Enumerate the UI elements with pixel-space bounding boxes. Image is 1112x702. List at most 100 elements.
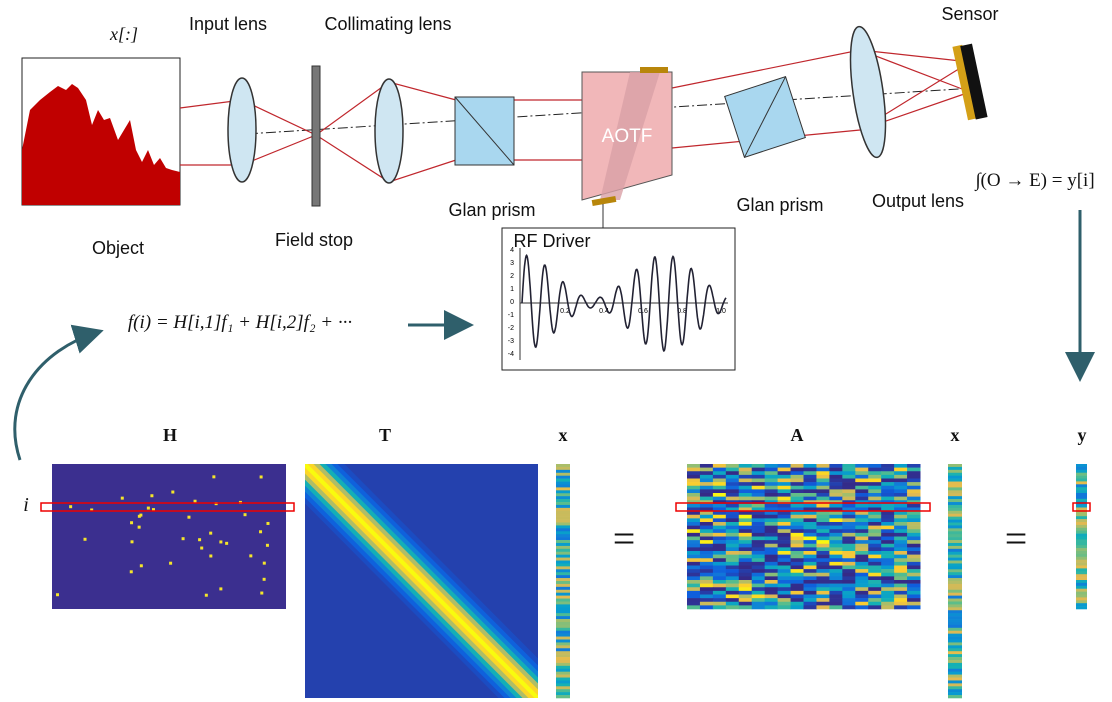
matrix-a-cell	[687, 558, 700, 562]
matrix-h-entry	[209, 554, 212, 557]
matrix-a-cell	[765, 558, 778, 562]
vector-x	[556, 537, 570, 540]
matrix-a-cell	[778, 569, 791, 573]
matrix-a-cell	[868, 482, 881, 486]
matrix-h-entry	[147, 507, 150, 510]
matrix-a-cell	[726, 464, 739, 468]
matrix-a-cell	[739, 468, 752, 472]
matrix-a-cell	[816, 515, 829, 519]
vector-x	[556, 657, 570, 660]
vector-x	[948, 517, 962, 520]
matrix-a-cell	[881, 497, 894, 501]
matrix-h-entry	[263, 578, 266, 581]
matrix-a-cell	[739, 464, 752, 468]
vector-y	[1076, 600, 1087, 603]
matrix-a-cell	[855, 482, 868, 486]
matrix-a-cell	[791, 576, 804, 580]
vector-y	[1076, 464, 1087, 467]
matrix-a-cell	[752, 580, 765, 584]
matrix-a-cell	[752, 493, 765, 497]
matrix-a-cell	[726, 587, 739, 591]
vector-x	[556, 479, 570, 482]
matrix-a-cell	[816, 566, 829, 570]
matrix-a-cell	[829, 497, 842, 501]
matrix-a-cell	[829, 547, 842, 551]
matrix-a-cell	[829, 551, 842, 555]
matrix-a-cell	[907, 468, 920, 472]
matrix-a-cell	[713, 555, 726, 559]
matrix-a-cell	[881, 493, 894, 497]
matrix-a-cell	[739, 486, 752, 490]
matrix-a-cell	[842, 529, 855, 533]
vector-y	[1076, 484, 1087, 487]
matrix-a-cell	[868, 551, 881, 555]
matrix-a-cell	[855, 591, 868, 595]
vector-x	[948, 637, 962, 640]
matrix-a-cell	[804, 562, 817, 566]
vector-y	[1076, 481, 1087, 484]
matrix-a-cell	[855, 569, 868, 573]
vector-x	[948, 479, 962, 482]
matrix-a-cell	[907, 562, 920, 566]
vector-y	[1076, 542, 1087, 545]
matrix-a-cell	[894, 515, 907, 519]
matrix-a-cell	[855, 547, 868, 551]
matrix-a-cell	[829, 515, 842, 519]
matrix-a-cell	[907, 595, 920, 599]
matrix-a-cell	[726, 533, 739, 537]
matrix-a-cell	[778, 558, 791, 562]
matrix-a-cell	[842, 537, 855, 541]
vector-y	[1076, 586, 1087, 589]
matrix-a-cell	[894, 595, 907, 599]
matrix-a-cell	[868, 584, 881, 588]
vector-x	[556, 511, 570, 514]
matrix-a-cell	[855, 595, 868, 599]
matrix-a-cell	[687, 475, 700, 479]
matrix-a-cell	[829, 537, 842, 541]
matrix-a-cell	[816, 551, 829, 555]
matrix-a-cell	[855, 584, 868, 588]
matrix-a-cell	[713, 537, 726, 541]
matrix-h-entry	[130, 570, 133, 573]
matrix-a-cell	[726, 547, 739, 551]
matrix-a-cell	[778, 526, 791, 530]
matrix-a-cell	[700, 587, 713, 591]
matrix-a-cell	[726, 573, 739, 577]
matrix-a-cell	[804, 529, 817, 533]
matrix-a-cell	[804, 566, 817, 570]
matrix-a-cell	[842, 497, 855, 501]
matrix-a-cell	[700, 598, 713, 602]
matrix-a-cell	[868, 464, 881, 468]
matrix-a-cell	[713, 605, 726, 609]
matrix-a-cell	[739, 562, 752, 566]
matrix-a-cell	[907, 522, 920, 526]
matrix-a-cell	[816, 576, 829, 580]
matrix-a-cell	[804, 537, 817, 541]
matrix-a-cell	[816, 547, 829, 551]
matrix-a-cell	[816, 479, 829, 483]
matrix-a-cell	[726, 566, 739, 570]
matrix-a-cell	[765, 555, 778, 559]
vector-x	[948, 490, 962, 493]
matrix-a-cell	[816, 504, 829, 508]
matrix-label: H	[163, 425, 177, 445]
matrix-a-cell	[842, 587, 855, 591]
matrix-a-cell	[829, 540, 842, 544]
transducer	[640, 67, 668, 73]
vector-x	[556, 666, 570, 669]
formula: f(i) = H[i,1]f₁ + H[i,2]f₂ + ···	[128, 312, 352, 333]
matrix-a-cell	[687, 464, 700, 468]
matrix-a-cell	[726, 493, 739, 497]
vector-x	[948, 514, 962, 517]
vector-x	[948, 645, 962, 648]
matrix-a-cell	[700, 595, 713, 599]
vector-x	[556, 613, 570, 616]
row-index: i	[23, 494, 29, 516]
matrix-a-cell	[804, 486, 817, 490]
vector-x	[556, 484, 570, 487]
matrix-a-cell	[687, 573, 700, 577]
matrix-a-cell	[855, 486, 868, 490]
vector-x	[948, 487, 962, 490]
matrix-a-cell	[687, 471, 700, 475]
matrix-a-cell	[765, 489, 778, 493]
